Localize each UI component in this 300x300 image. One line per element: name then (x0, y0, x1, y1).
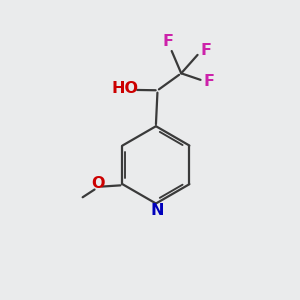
Text: HO: HO (112, 81, 139, 96)
Text: F: F (201, 43, 212, 58)
Text: O: O (91, 176, 104, 191)
Text: F: F (163, 34, 174, 49)
Text: N: N (150, 202, 164, 217)
Text: F: F (204, 74, 215, 89)
